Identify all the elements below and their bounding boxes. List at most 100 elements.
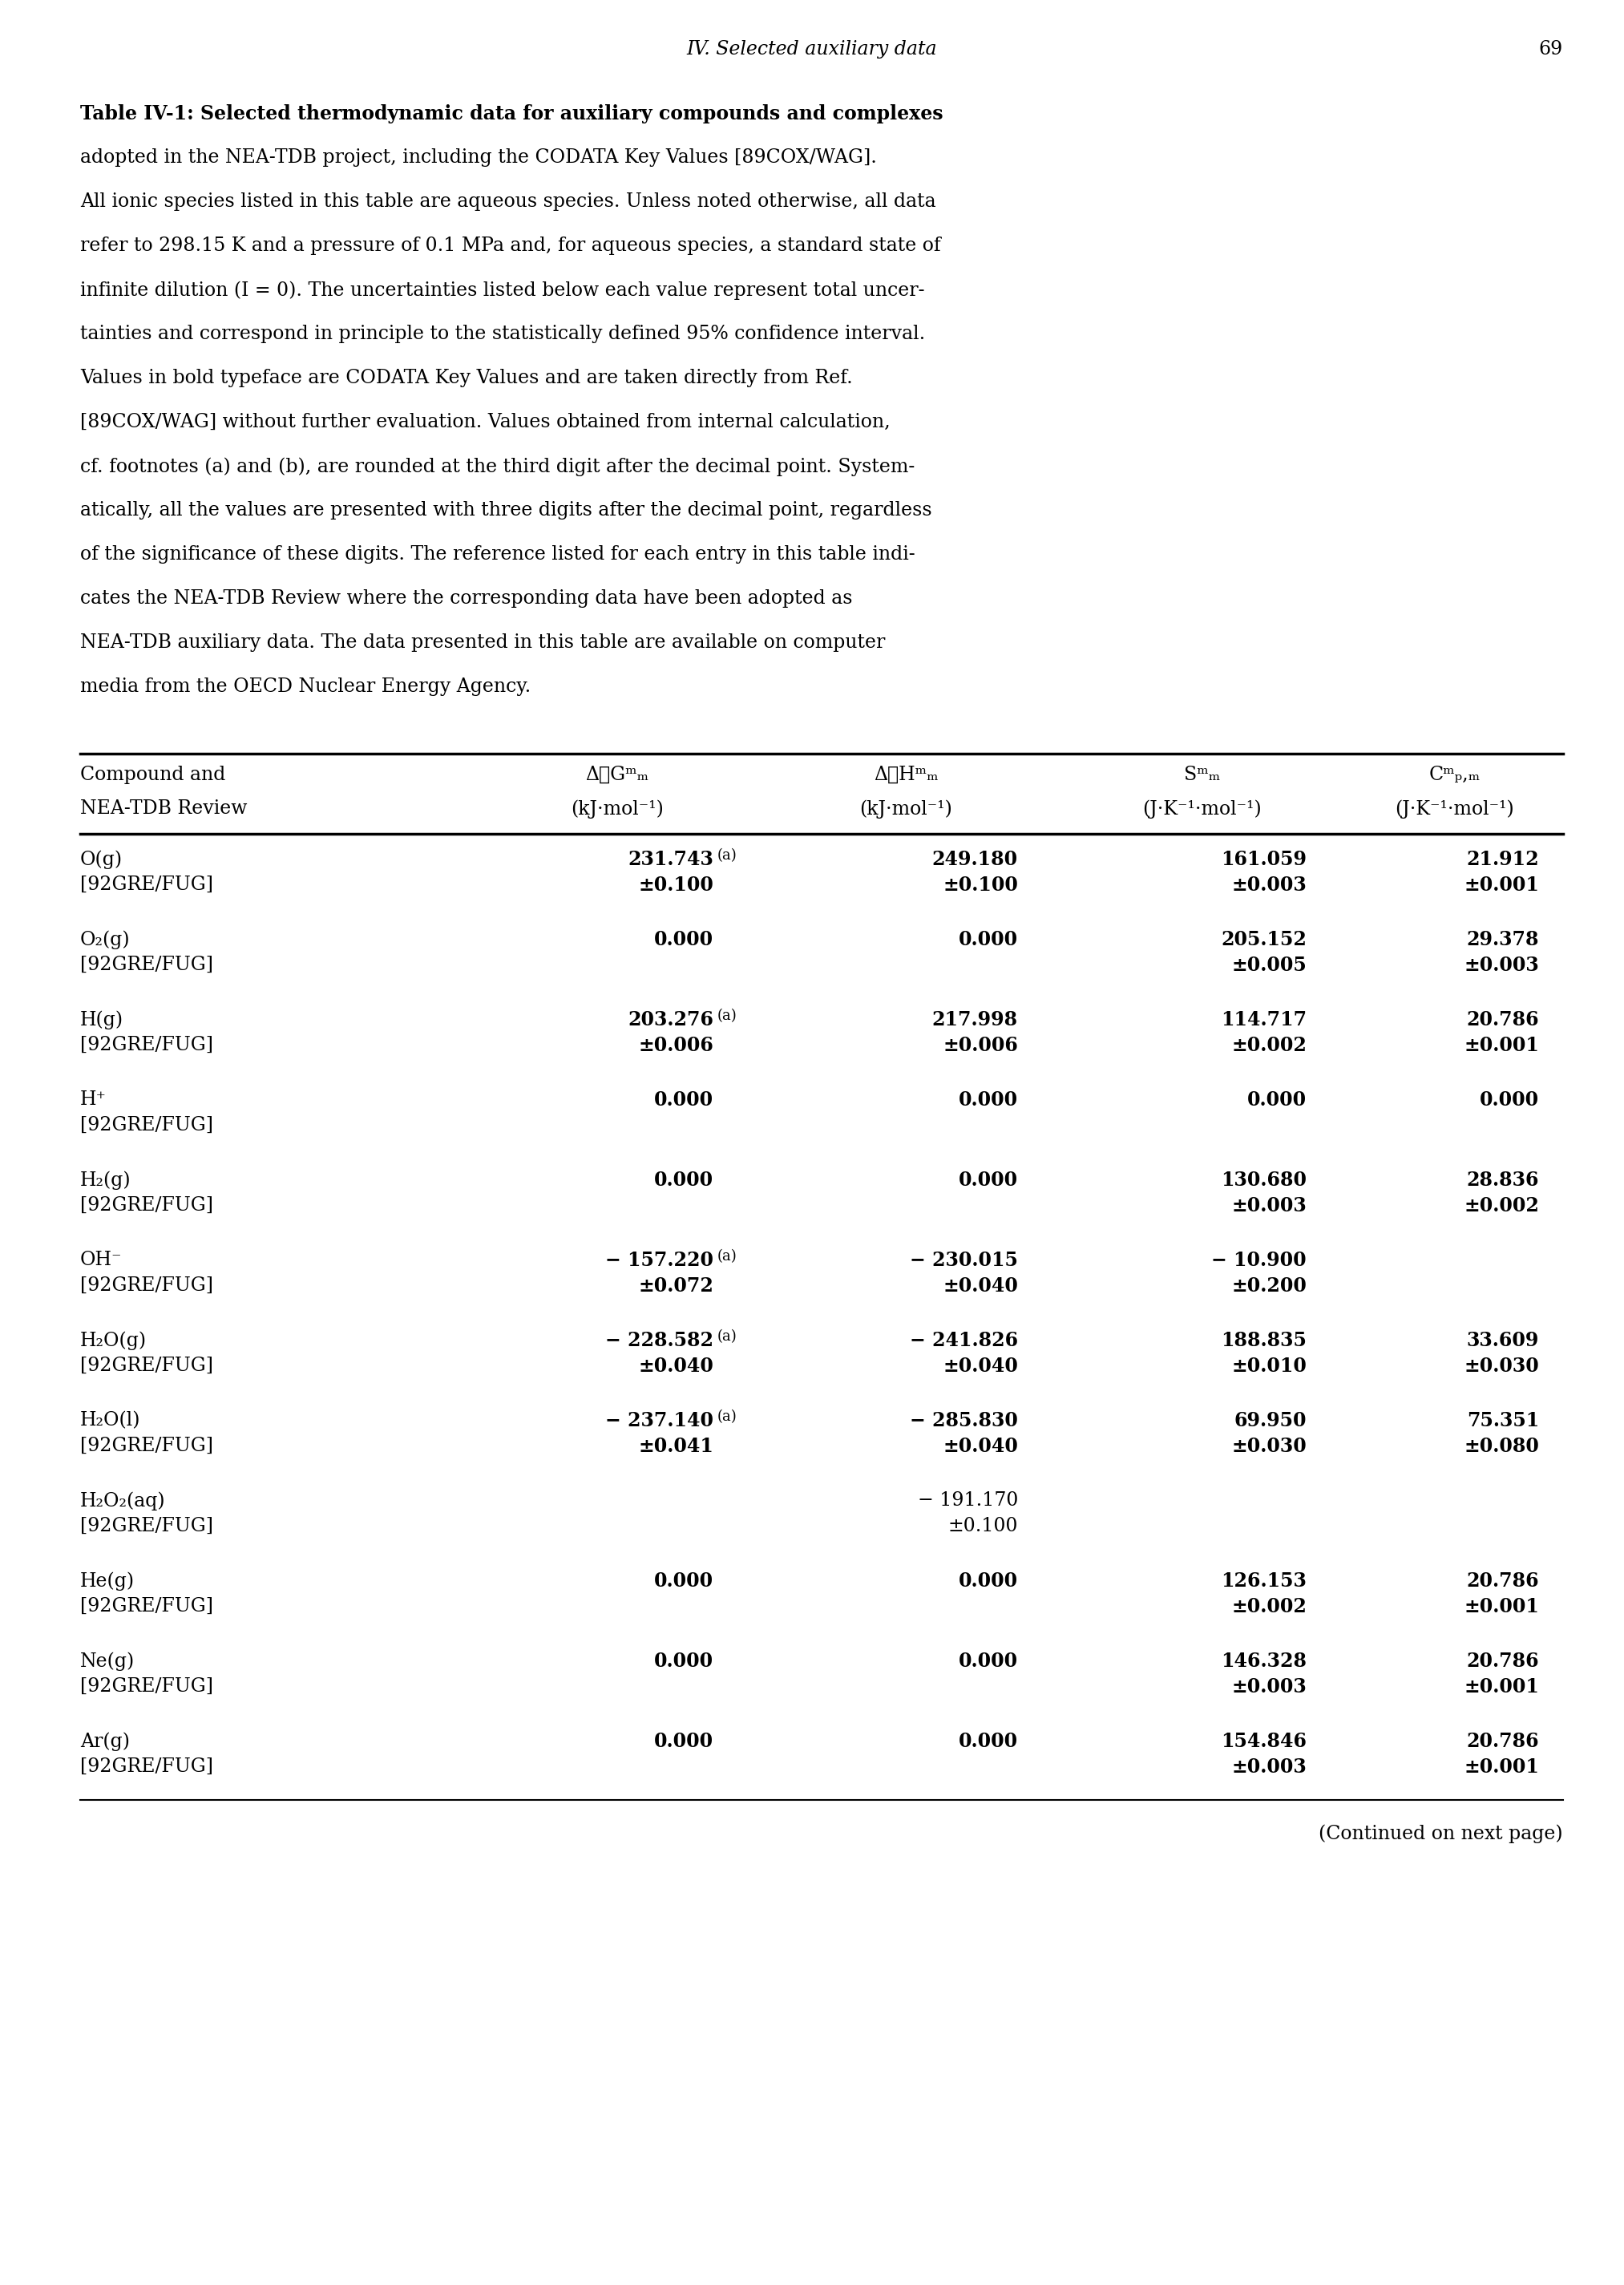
Text: 126.153: 126.153 — [1221, 1572, 1307, 1590]
Text: Sᵐₘ: Sᵐₘ — [1184, 765, 1221, 784]
Text: − 10.900: − 10.900 — [1212, 1250, 1307, 1270]
Text: IV. Selected auxiliary data: IV. Selected auxiliary data — [687, 41, 937, 59]
Text: − 285.830: − 285.830 — [909, 1412, 1018, 1430]
Text: ±0.001: ±0.001 — [1463, 1757, 1540, 1778]
Text: ±0.080: ±0.080 — [1463, 1437, 1540, 1456]
Text: 0.000: 0.000 — [958, 1170, 1018, 1190]
Text: [92GRE/FUG]: [92GRE/FUG] — [80, 1597, 213, 1615]
Text: ±0.001: ±0.001 — [1463, 875, 1540, 896]
Text: O(g): O(g) — [80, 850, 123, 868]
Text: 161.059: 161.059 — [1221, 850, 1307, 868]
Text: ±0.003: ±0.003 — [1231, 875, 1307, 896]
Text: − 228.582: − 228.582 — [606, 1330, 713, 1350]
Text: 0.000: 0.000 — [958, 930, 1018, 948]
Text: ±0.003: ±0.003 — [1231, 1197, 1307, 1216]
Text: ±0.001: ±0.001 — [1463, 1597, 1540, 1615]
Text: − 191.170: − 191.170 — [918, 1492, 1018, 1510]
Text: 0.000: 0.000 — [1479, 1090, 1540, 1111]
Text: H₂(g): H₂(g) — [80, 1170, 132, 1190]
Text: [92GRE/FUG]: [92GRE/FUG] — [80, 1197, 213, 1216]
Text: (a): (a) — [718, 848, 737, 864]
Text: 205.152: 205.152 — [1221, 930, 1307, 948]
Text: 0.000: 0.000 — [654, 930, 713, 948]
Text: ±0.100: ±0.100 — [638, 875, 713, 896]
Text: ±0.002: ±0.002 — [1463, 1197, 1540, 1216]
Text: atically, all the values are presented with three digits after the decimal point: atically, all the values are presented w… — [80, 500, 932, 519]
Text: [92GRE/FUG]: [92GRE/FUG] — [80, 1357, 213, 1376]
Text: Compound and: Compound and — [80, 765, 226, 784]
Text: 0.000: 0.000 — [654, 1572, 713, 1590]
Text: All ionic species listed in this table are aqueous species. Unless noted otherwi: All ionic species listed in this table a… — [80, 192, 935, 210]
Text: 188.835: 188.835 — [1221, 1330, 1307, 1350]
Text: 0.000: 0.000 — [654, 1090, 713, 1111]
Text: [92GRE/FUG]: [92GRE/FUG] — [80, 1677, 213, 1695]
Text: Values in bold typeface are CODATA Key Values and are taken directly from Ref.: Values in bold typeface are CODATA Key V… — [80, 368, 853, 386]
Text: 146.328: 146.328 — [1221, 1652, 1307, 1670]
Text: − 157.220: − 157.220 — [606, 1250, 713, 1270]
Text: Ar(g): Ar(g) — [80, 1732, 130, 1750]
Text: − 230.015: − 230.015 — [909, 1250, 1018, 1270]
Text: refer to 298.15 K and a pressure of 0.1 MPa and, for aqueous species, a standard: refer to 298.15 K and a pressure of 0.1 … — [80, 238, 940, 256]
Text: 75.351: 75.351 — [1466, 1412, 1540, 1430]
Text: (J·K⁻¹·mol⁻¹): (J·K⁻¹·mol⁻¹) — [1395, 800, 1515, 818]
Text: NEA-TDB auxiliary data. The data presented in this table are available on comput: NEA-TDB auxiliary data. The data present… — [80, 633, 885, 651]
Text: Table IV-1: Selected thermodynamic data for auxiliary compounds and complexes: Table IV-1: Selected thermodynamic data … — [80, 105, 944, 123]
Text: ±0.003: ±0.003 — [1463, 955, 1540, 976]
Text: cates the NEA-TDB Review where the corresponding data have been adopted as: cates the NEA-TDB Review where the corre… — [80, 590, 853, 608]
Text: − 241.826: − 241.826 — [909, 1330, 1018, 1350]
Text: [92GRE/FUG]: [92GRE/FUG] — [80, 1277, 213, 1296]
Text: ±0.100: ±0.100 — [948, 1517, 1018, 1536]
Text: 69.950: 69.950 — [1234, 1412, 1307, 1430]
Text: (a): (a) — [718, 1250, 737, 1264]
Text: 0.000: 0.000 — [958, 1732, 1018, 1750]
Text: ±0.001: ±0.001 — [1463, 1677, 1540, 1695]
Text: cf. footnotes (a) and (b), are rounded at the third digit after the decimal poin: cf. footnotes (a) and (b), are rounded a… — [80, 457, 914, 475]
Text: ±0.003: ±0.003 — [1231, 1757, 1307, 1778]
Text: ±0.100: ±0.100 — [944, 875, 1018, 896]
Text: H(g): H(g) — [80, 1010, 123, 1028]
Text: adopted in the NEA-TDB project, including the CODATA Key Values [89COX/WAG].: adopted in the NEA-TDB project, includin… — [80, 149, 877, 167]
Text: H₂O(l): H₂O(l) — [80, 1412, 141, 1430]
Text: [92GRE/FUG]: [92GRE/FUG] — [80, 1035, 213, 1053]
Text: [92GRE/FUG]: [92GRE/FUG] — [80, 1517, 213, 1536]
Text: (a): (a) — [718, 1330, 737, 1344]
Text: [92GRE/FUG]: [92GRE/FUG] — [80, 955, 213, 973]
Text: ±0.041: ±0.041 — [638, 1437, 713, 1456]
Text: (kJ·mol⁻¹): (kJ·mol⁻¹) — [859, 800, 952, 818]
Text: H₂O₂(aq): H₂O₂(aq) — [80, 1492, 166, 1510]
Text: ±0.003: ±0.003 — [1231, 1677, 1307, 1695]
Text: ±0.030: ±0.030 — [1231, 1437, 1307, 1456]
Text: Cᵐₚ,ₘ: Cᵐₚ,ₘ — [1429, 765, 1481, 784]
Text: (kJ·mol⁻¹): (kJ·mol⁻¹) — [570, 800, 664, 818]
Text: OH⁻: OH⁻ — [80, 1250, 122, 1268]
Text: 154.846: 154.846 — [1221, 1732, 1307, 1750]
Text: Δ⁦Hᵐₘ: Δ⁦Hᵐₘ — [874, 765, 939, 784]
Text: ±0.040: ±0.040 — [638, 1357, 713, 1376]
Text: 0.000: 0.000 — [654, 1732, 713, 1750]
Text: 20.786: 20.786 — [1466, 1652, 1540, 1670]
Text: ±0.030: ±0.030 — [1463, 1357, 1540, 1376]
Text: 249.180: 249.180 — [932, 850, 1018, 868]
Text: 20.786: 20.786 — [1466, 1010, 1540, 1031]
Text: [92GRE/FUG]: [92GRE/FUG] — [80, 1757, 213, 1775]
Text: 20.786: 20.786 — [1466, 1732, 1540, 1750]
Text: O₂(g): O₂(g) — [80, 930, 130, 948]
Text: (a): (a) — [718, 1008, 737, 1024]
Text: tainties and correspond in principle to the statistically defined 95% confidence: tainties and correspond in principle to … — [80, 324, 926, 343]
Text: 20.786: 20.786 — [1466, 1572, 1540, 1590]
Text: − 237.140: − 237.140 — [606, 1412, 713, 1430]
Text: 0.000: 0.000 — [1247, 1090, 1307, 1111]
Text: ±0.006: ±0.006 — [944, 1035, 1018, 1056]
Text: media from the OECD Nuclear Energy Agency.: media from the OECD Nuclear Energy Agenc… — [80, 676, 531, 697]
Text: 28.836: 28.836 — [1466, 1170, 1540, 1190]
Text: 114.717: 114.717 — [1221, 1010, 1307, 1031]
Text: ±0.005: ±0.005 — [1231, 955, 1307, 976]
Text: ±0.040: ±0.040 — [944, 1277, 1018, 1296]
Text: 203.276: 203.276 — [627, 1010, 713, 1031]
Text: (Continued on next page): (Continued on next page) — [1319, 1823, 1562, 1844]
Text: ±0.002: ±0.002 — [1231, 1597, 1307, 1615]
Text: 217.998: 217.998 — [932, 1010, 1018, 1031]
Text: ±0.200: ±0.200 — [1231, 1277, 1307, 1296]
Text: 0.000: 0.000 — [654, 1170, 713, 1190]
Text: 21.912: 21.912 — [1466, 850, 1540, 868]
